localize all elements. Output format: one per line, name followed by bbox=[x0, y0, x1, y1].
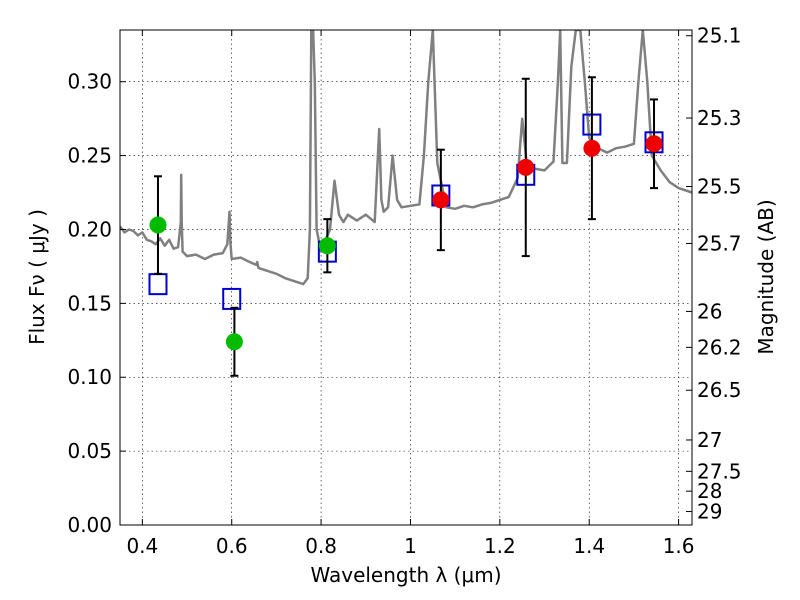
x-tick-label: 1 bbox=[404, 534, 417, 558]
mag-tick-label: 29 bbox=[697, 500, 722, 524]
optical-data-point bbox=[318, 237, 336, 255]
grid bbox=[120, 30, 692, 526]
mag-tick-label: 25.3 bbox=[697, 106, 742, 130]
mag-tick-label: 26.5 bbox=[697, 378, 742, 402]
axis-ticks: 0.4 0.6 0.8 1 1.2 1.4 1.6 0.00 0.05 0.10 0.15 0.20 0… bbox=[67, 24, 741, 558]
x-tick-label: 0.6 bbox=[216, 534, 248, 558]
nir-data-point bbox=[645, 135, 663, 153]
plot-frame bbox=[119, 29, 693, 526]
spectrum-layer bbox=[120, 30, 692, 286]
spectrum-line bbox=[120, 30, 692, 286]
nir-data-point bbox=[432, 191, 450, 209]
right-axis-label: Magnitude (AB) bbox=[754, 199, 778, 354]
marker-layer bbox=[148, 76, 664, 377]
nir-data-point bbox=[583, 139, 601, 157]
mag-tick-label: 25.5 bbox=[697, 174, 742, 198]
mag-tick-label: 26 bbox=[697, 299, 722, 323]
x-tick-label: 1.4 bbox=[573, 534, 605, 558]
mag-tick-label: 27 bbox=[697, 428, 722, 452]
mag-tick-label: 28 bbox=[697, 479, 722, 503]
x-axis-label: Wavelength λ (μm) bbox=[310, 563, 501, 587]
y-tick-label: 0.15 bbox=[67, 291, 112, 315]
y-tick-label: 0.20 bbox=[67, 217, 112, 241]
x-tick-label: 0.8 bbox=[305, 534, 337, 558]
y-tick-label: 0.00 bbox=[67, 513, 112, 537]
mag-tick-label: 25.7 bbox=[697, 231, 742, 255]
optical-data-point bbox=[149, 216, 167, 234]
y-tick-label: 0.05 bbox=[67, 439, 112, 463]
y-axis-label: Flux Fν ( μJy ) bbox=[25, 209, 49, 345]
x-tick-label: 1.2 bbox=[484, 534, 516, 558]
x-tick-label: 1.6 bbox=[663, 534, 695, 558]
x-tick-label: 0.4 bbox=[126, 534, 158, 558]
mag-tick-label: 25.1 bbox=[697, 24, 742, 48]
y-tick-label: 0.10 bbox=[67, 365, 112, 389]
y-tick-label: 0.25 bbox=[67, 144, 112, 168]
mag-tick-label: 27.5 bbox=[697, 459, 742, 483]
nir-data-point bbox=[517, 158, 535, 176]
mag-tick-label: 26.2 bbox=[697, 335, 742, 359]
model-photometry-square bbox=[222, 287, 242, 310]
optical-data-point bbox=[225, 333, 243, 351]
y-tick-label: 0.30 bbox=[67, 70, 112, 94]
